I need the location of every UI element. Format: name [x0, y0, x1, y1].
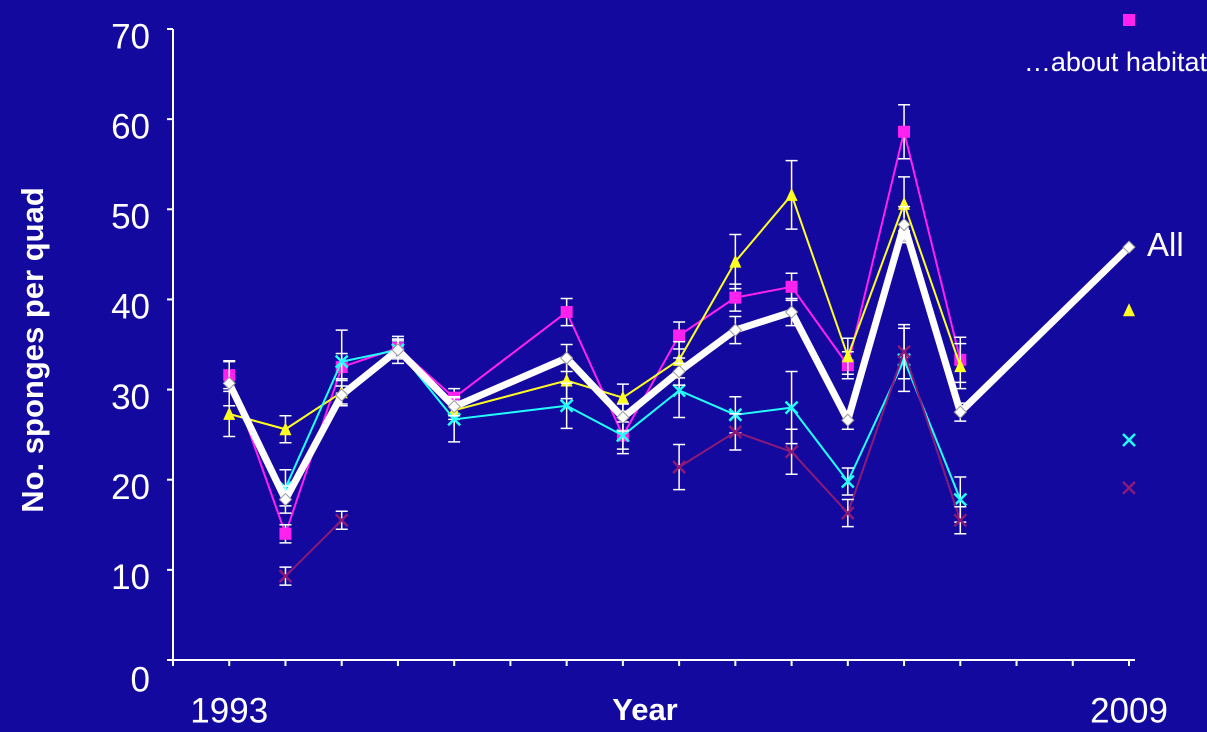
- series-line: [678, 350, 962, 521]
- marker: [784, 305, 799, 319]
- marker: [785, 280, 798, 293]
- x-tick-label: 2009: [1090, 691, 1168, 730]
- marker: [1123, 303, 1135, 317]
- marker: [784, 444, 799, 459]
- marker: [222, 376, 236, 390]
- annotation: …about habitat: [1024, 47, 1207, 77]
- marker: [560, 306, 573, 319]
- y-tick-label: 40: [111, 288, 150, 327]
- x-axis-label: Year: [612, 692, 678, 727]
- marker: [559, 398, 574, 413]
- marker: [728, 425, 743, 439]
- marker: [728, 323, 743, 337]
- marker: [1123, 13, 1135, 26]
- series-line: [284, 348, 962, 500]
- marker: [334, 388, 349, 402]
- marker: [784, 400, 799, 415]
- marker: [840, 474, 855, 489]
- y-axis-label: No. sponges per quad: [15, 187, 50, 513]
- marker: [334, 354, 349, 369]
- marker: [898, 125, 911, 138]
- y-tick-label: 0: [131, 660, 150, 699]
- marker: [1122, 433, 1136, 447]
- marker: [673, 329, 686, 342]
- marker: [279, 422, 292, 436]
- marker: [840, 506, 855, 520]
- marker: [897, 344, 911, 359]
- marker: [953, 405, 968, 419]
- y-tick-label: 50: [111, 198, 150, 237]
- marker: [729, 254, 742, 268]
- marker: [672, 364, 686, 379]
- y-tick-label: 10: [111, 558, 150, 597]
- marker: [391, 343, 405, 357]
- y-tick-label: 20: [111, 468, 150, 507]
- marker: [278, 492, 293, 507]
- marker: [729, 291, 742, 304]
- series-line: [226, 221, 1132, 504]
- marker: [559, 351, 574, 365]
- marker: [278, 569, 293, 584]
- y-tick-label: 30: [111, 378, 150, 417]
- marker: [785, 187, 798, 201]
- series-label: All: [1147, 226, 1184, 263]
- marker: [672, 460, 687, 474]
- marker: [447, 399, 461, 414]
- marker: [223, 406, 236, 420]
- marker: [841, 349, 854, 363]
- marker: [616, 410, 630, 425]
- marker: [841, 413, 855, 427]
- marker: [672, 383, 687, 398]
- series-line: [284, 519, 343, 577]
- marker: [897, 217, 911, 232]
- marker: [279, 527, 292, 540]
- marker: [616, 390, 629, 404]
- marker: [1122, 480, 1136, 495]
- marker: [953, 492, 968, 507]
- y-tick-label: 60: [111, 107, 150, 146]
- marker: [334, 513, 349, 528]
- y-tick-label: 70: [111, 17, 150, 56]
- marker: [954, 359, 967, 373]
- marker: [1122, 240, 1136, 254]
- x-tick-label: 1993: [190, 691, 268, 730]
- marker: [953, 513, 968, 528]
